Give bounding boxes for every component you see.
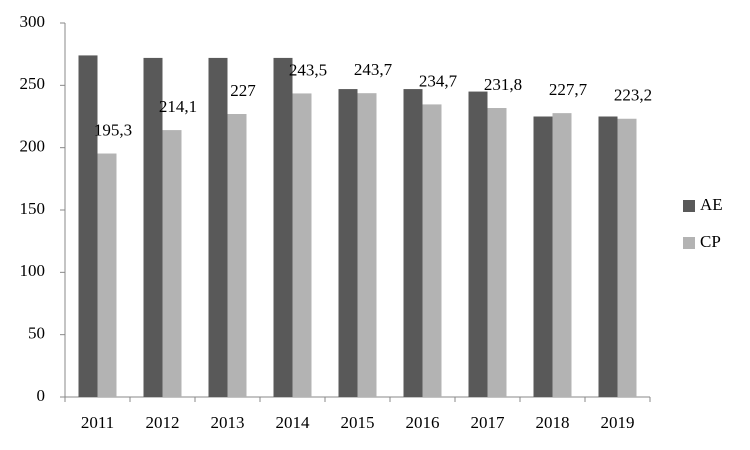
bar <box>273 57 293 397</box>
bar <box>227 114 247 398</box>
data-label: 231,8 <box>484 75 522 94</box>
legend-swatch <box>683 200 695 212</box>
bar <box>162 130 182 397</box>
data-label: 227,7 <box>549 80 588 99</box>
data-label: 234,7 <box>419 71 458 90</box>
bar <box>78 55 98 398</box>
bar <box>552 113 572 397</box>
legend-label: CP <box>700 232 721 251</box>
data-label: 223,2 <box>614 86 652 105</box>
data-label: 214,1 <box>159 97 197 116</box>
bar <box>357 93 377 398</box>
y-tick-label: 0 <box>37 386 46 405</box>
y-tick-label: 50 <box>28 324 45 343</box>
bar <box>338 89 358 397</box>
bar <box>617 118 637 397</box>
x-tick-label: 2012 <box>146 413 180 432</box>
bar <box>598 116 618 397</box>
x-tick-label: 2019 <box>601 413 635 432</box>
x-tick-label: 2018 <box>536 413 570 432</box>
bar <box>533 116 553 397</box>
bar <box>292 93 312 397</box>
bar <box>97 153 117 397</box>
y-tick-label: 150 <box>20 199 46 218</box>
legend-swatch <box>683 237 695 249</box>
bar <box>143 57 163 397</box>
data-label: 243,7 <box>354 60 393 79</box>
x-tick-label: 2015 <box>341 413 375 432</box>
x-tick-label: 2013 <box>211 413 245 432</box>
bar <box>487 108 507 397</box>
y-tick-label: 200 <box>20 137 46 156</box>
bar <box>468 91 488 398</box>
bar <box>403 89 423 397</box>
legend-label: AE <box>700 195 723 214</box>
y-tick-label: 250 <box>20 74 46 93</box>
data-label: 227 <box>230 81 256 100</box>
x-tick-label: 2014 <box>276 413 311 432</box>
y-tick-label: 300 <box>20 12 46 31</box>
data-label: 195,3 <box>94 120 132 139</box>
y-tick-label: 100 <box>20 261 46 280</box>
bar <box>422 104 442 397</box>
bar <box>208 57 228 397</box>
x-tick-label: 2011 <box>81 413 114 432</box>
data-label: 243,5 <box>289 60 327 79</box>
x-tick-label: 2017 <box>471 413 506 432</box>
x-tick-label: 2016 <box>406 413 440 432</box>
